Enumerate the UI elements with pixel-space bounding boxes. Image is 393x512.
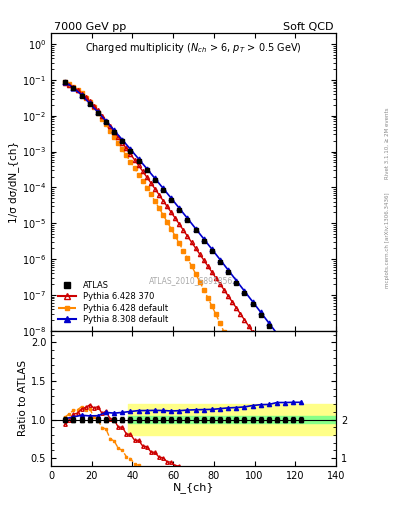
Legend: ATLAS, Pythia 6.428 370, Pythia 6.428 default, Pythia 8.308 default: ATLAS, Pythia 6.428 370, Pythia 6.428 de… [54, 277, 171, 327]
X-axis label: N_{ch}: N_{ch} [173, 482, 214, 493]
Y-axis label: 1/σ dσ/dN_{ch}: 1/σ dσ/dN_{ch} [8, 141, 19, 223]
Text: Charged multiplicity ($N_{ch}$ > 6, $p_{T}$ > 0.5 GeV): Charged multiplicity ($N_{ch}$ > 6, $p_{… [85, 41, 302, 55]
Text: Rivet 3.1.10, ≥ 2M events: Rivet 3.1.10, ≥ 2M events [385, 108, 390, 179]
Text: Soft QCD: Soft QCD [283, 22, 333, 32]
Text: mcplots.cern.ch [arXiv:1306.3436]: mcplots.cern.ch [arXiv:1306.3436] [385, 193, 390, 288]
Y-axis label: Ratio to ATLAS: Ratio to ATLAS [18, 360, 28, 436]
Text: ATLAS_2010_S8918562: ATLAS_2010_S8918562 [149, 275, 238, 285]
Text: 7000 GeV pp: 7000 GeV pp [54, 22, 126, 32]
